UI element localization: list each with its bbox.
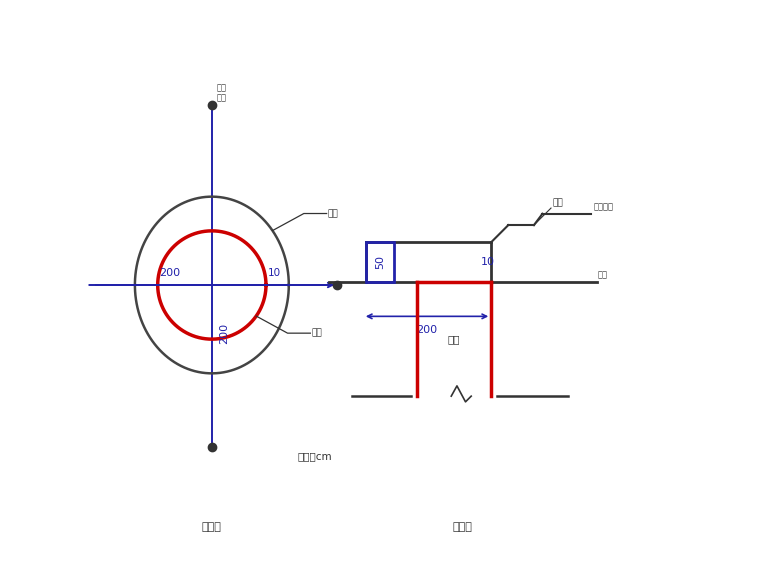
Text: 200: 200 bbox=[416, 325, 438, 335]
Text: 桩身: 桩身 bbox=[448, 334, 461, 344]
Bar bbox=[366, 242, 394, 282]
Text: 桩顶标高: 桩顶标高 bbox=[594, 202, 614, 211]
Text: 桩径
起第: 桩径 起第 bbox=[217, 83, 226, 103]
Text: 200: 200 bbox=[159, 267, 180, 278]
Text: 10: 10 bbox=[268, 268, 281, 278]
Text: 钻径: 钻径 bbox=[553, 198, 563, 207]
Text: 钻径: 钻径 bbox=[328, 209, 338, 218]
Text: 单位：cm: 单位：cm bbox=[297, 451, 332, 461]
Text: 200: 200 bbox=[219, 323, 230, 344]
Text: 剖面图: 剖面图 bbox=[453, 522, 473, 532]
Text: 50: 50 bbox=[375, 255, 385, 269]
Text: 钢筋: 钢筋 bbox=[312, 329, 322, 337]
Text: 地面: 地面 bbox=[597, 270, 608, 279]
Text: 10: 10 bbox=[481, 257, 496, 267]
Text: 平面图: 平面图 bbox=[202, 522, 222, 532]
